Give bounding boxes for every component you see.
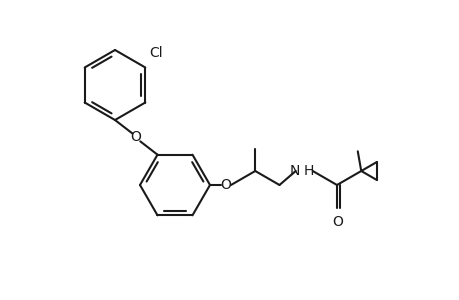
Text: Cl: Cl <box>149 46 162 59</box>
Text: O: O <box>220 178 231 192</box>
Text: O: O <box>129 130 140 144</box>
Text: O: O <box>332 215 343 229</box>
Text: H: H <box>303 164 313 178</box>
Text: N: N <box>289 164 299 178</box>
